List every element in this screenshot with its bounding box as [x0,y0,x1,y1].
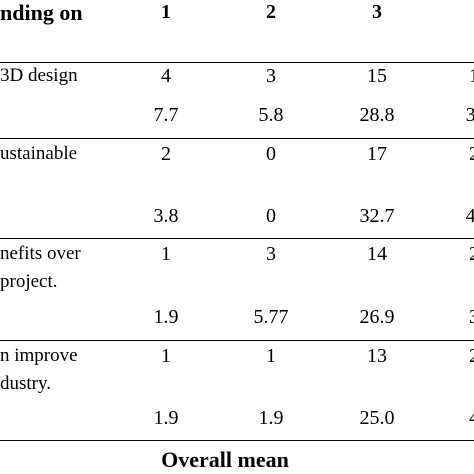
overall-mean-label: Overall mean [161,447,289,472]
column-header-2: 2 [266,1,276,23]
column-header-1: 1 [161,1,171,23]
row-3-count-1: 1 [161,243,171,265]
row-4-count-1: 1 [161,345,171,367]
row-1-percent-1: 7.7 [153,104,179,126]
row-divider-2 [0,238,474,239]
row-2-count-4: 2 [469,143,474,165]
row-3-count-2: 3 [266,243,276,265]
row-3-percent-4: 3 [469,306,474,328]
footer-divider [0,440,474,441]
row-2-percent-1: 3.8 [153,205,179,227]
row-4-percent-2: 1.9 [258,407,284,429]
row-2-percent-3: 32.7 [359,205,395,227]
row-4-count-2: 1 [266,345,276,367]
row-1-percent-3: 28.8 [359,104,395,126]
row-1-count-4: 1 [469,65,474,87]
row-3-count-4: 2 [469,243,474,265]
row-2-percent-2: 0 [266,205,276,227]
header-label: nding on [0,0,83,25]
row-3-percent-2: 5.77 [253,306,289,328]
row-1-count-2: 3 [266,65,276,87]
header-divider [0,62,474,63]
row-1-percent-2: 5.8 [258,104,284,126]
row-4-percent-4: 4 [469,407,474,429]
row-4-count-4: 2 [469,345,474,367]
row-3-label-line-1: nefits over [0,243,81,264]
row-2-label: ustainable [0,143,78,164]
row-1-label: 3D design [0,65,78,86]
row-4-count-3: 13 [367,345,387,367]
row-4-label-line-2: dustry. [0,373,52,394]
row-2-count-3: 17 [367,143,387,165]
row-4-percent-1: 1.9 [153,407,179,429]
row-3-percent-3: 26.9 [359,306,395,328]
column-header-3: 3 [372,1,382,23]
row-3-percent-1: 1.9 [153,306,179,328]
row-divider-1 [0,138,474,139]
row-4-label-line-1: n improve [0,345,78,366]
row-3-count-3: 14 [367,243,387,265]
row-1-count-1: 4 [161,65,171,87]
row-1-count-3: 15 [367,65,387,87]
row-2-percent-4: 4- [465,205,474,227]
row-4-percent-3: 25.0 [359,407,395,429]
row-3-label-line-2: project. [0,271,58,292]
row-2-count-2: 0 [266,143,276,165]
row-divider-3 [0,340,474,341]
row-1-percent-4: 3- [465,104,474,126]
row-2-count-1: 2 [161,143,171,165]
